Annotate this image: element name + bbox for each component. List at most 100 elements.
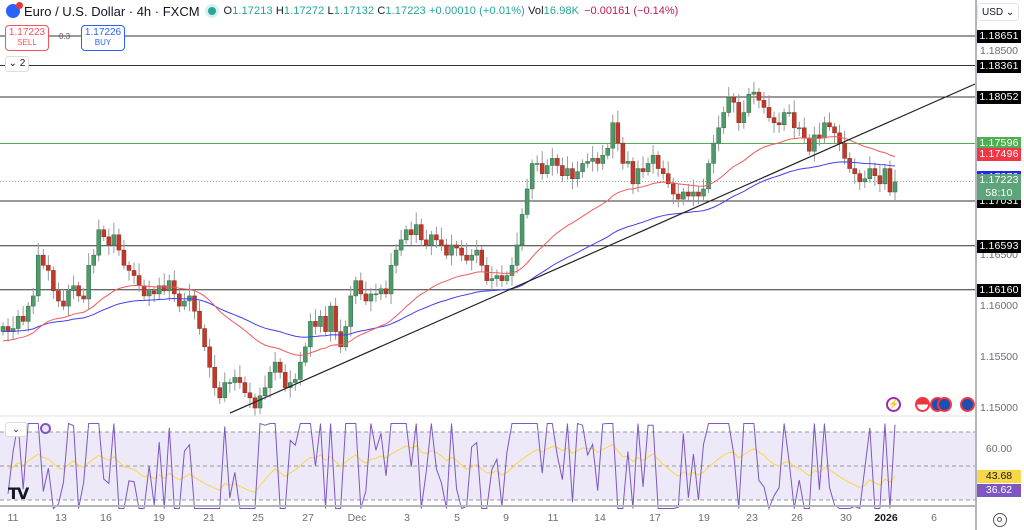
rsi-ma-line [7,443,896,493]
candle [575,171,580,179]
price-axis[interactable] [975,0,1024,530]
candle [459,247,464,256]
us-flag-event-icon[interactable] [915,397,930,412]
candle [605,147,610,156]
candle [146,290,152,297]
candle [640,168,646,172]
candle [429,234,434,246]
candle [519,214,525,246]
candle [86,265,91,300]
rsi-collapse-button[interactable]: ⌄ [5,422,27,437]
eu-flag-event-icon[interactable] [937,397,952,412]
candle [877,175,883,185]
candle [701,188,706,197]
symbol-title[interactable]: Euro / U.S. Dollar · 4h · FXCM [24,3,200,19]
low-value: 1.17132 [333,5,375,17]
candle [686,191,691,197]
price-chart[interactable] [0,0,975,530]
candle [570,168,575,179]
rsi-tick-60: 60.00 [985,443,1013,455]
time-tick: 23 [746,512,758,524]
candle [696,191,701,197]
candle [555,158,560,166]
candle [635,168,641,185]
candle [469,254,474,261]
volume-change: −0.00161 (−0.14%) [584,5,679,17]
candle [383,288,389,295]
sell-label: SELL [17,38,37,47]
candle [217,387,222,399]
candle [550,158,555,166]
candle [162,285,167,292]
candle [504,275,510,281]
settings-gear-icon[interactable] [993,513,1007,527]
candle [41,254,46,266]
candle [630,161,636,185]
trendline [229,83,975,414]
candle [403,229,409,241]
candle [565,168,570,176]
candle [454,244,459,249]
candle [625,161,631,164]
candle [706,163,711,190]
time-tick: 16 [100,512,112,524]
price-tick: 1.15500 [980,351,1018,364]
candle [524,188,530,215]
candle [776,122,782,125]
time-tick: 14 [594,512,606,524]
candle [857,173,862,183]
rsi-refresh-icon[interactable] [40,423,51,434]
eu-flag-event-icon[interactable] [960,397,975,412]
candle [36,254,41,297]
buy-label: BUY [94,38,112,47]
candle [111,234,117,246]
candle [348,295,353,327]
candle [847,158,852,169]
candle [464,254,469,261]
candle [887,168,893,193]
candle [247,392,253,399]
time-tick: 27 [302,512,314,524]
candle [393,249,399,266]
candle [766,107,772,118]
candle [368,293,374,302]
candle [489,278,495,281]
candle [56,290,61,302]
candle [812,134,817,152]
time-tick: 26 [791,512,803,524]
lightning-event-icon[interactable]: ⚡ [886,397,901,412]
indicators-collapse-button[interactable]: ⌄ 2 [5,56,29,72]
rsi-value: 36.62 [977,484,1021,497]
candle [126,265,132,271]
candle [156,285,162,295]
high-label: H [275,5,284,17]
candle [81,295,86,300]
time-tick: 11 [7,512,19,524]
sell-button[interactable]: 1.17223 SELL [5,25,49,51]
candle [116,234,122,251]
ohlc-values: O1.17213 H1.17272 L1.17132 C1.17223 +0.0… [224,5,580,17]
market-open-status-icon [207,7,216,15]
candle [46,265,51,271]
buy-button[interactable]: 1.17226 BUY [81,25,125,51]
tradingview-logo[interactable]: TV [8,484,29,503]
candle [232,377,238,383]
candle [832,126,837,134]
candle [293,379,298,383]
candle [378,288,384,295]
currency-select[interactable]: USD ⌄ [977,3,1019,21]
candle [590,158,595,162]
price-level-label: 1.18361 [977,59,1021,73]
price-tick: 1.15000 [980,402,1018,414]
candle [852,168,857,174]
candle [872,168,878,176]
candle [509,265,515,276]
candle [499,275,505,281]
candle [741,112,747,123]
candle [807,137,812,152]
candle [796,127,802,130]
volume-value: 16.98K [543,5,580,17]
candle [882,168,888,185]
rsi-line [7,422,896,511]
candle [262,387,268,397]
